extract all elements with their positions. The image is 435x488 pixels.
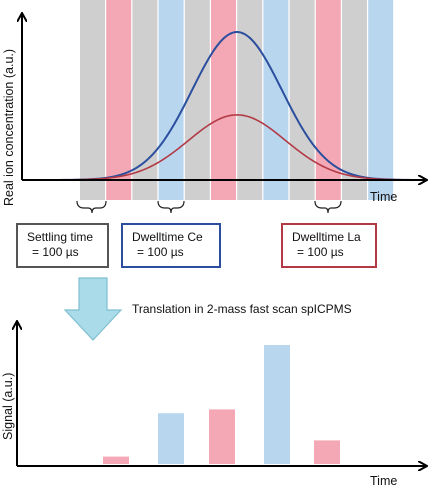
translation-arrow-icon bbox=[63, 277, 123, 341]
settling-strip bbox=[184, 0, 210, 200]
ce-signal-bar bbox=[264, 345, 290, 464]
time-strips bbox=[80, 0, 394, 200]
dwelltime-la-value: = 100 µs bbox=[297, 245, 344, 259]
settling-strip bbox=[80, 0, 105, 200]
top-x-axis-label: Time bbox=[370, 190, 397, 204]
ce-dwell-strip bbox=[158, 0, 184, 200]
ce-dwell-strip bbox=[368, 0, 394, 200]
top-y-axis-label: Real ion concentration (a.u.) bbox=[2, 49, 16, 206]
la-dwell-strip bbox=[315, 0, 341, 200]
dwelltime-ce-label: Dwelltime Ce bbox=[132, 230, 203, 244]
la-brace bbox=[314, 200, 342, 214]
bottom-y-axis-label: Signal (a.u.) bbox=[1, 373, 15, 440]
ce-dwell-strip bbox=[263, 0, 289, 200]
la-signal-bar bbox=[209, 409, 235, 464]
settling-strip bbox=[342, 0, 367, 200]
dwelltime-la-label: Dwelltime La bbox=[292, 230, 361, 244]
dwelltime-ce-value: = 100 µs bbox=[137, 245, 184, 259]
la-signal-bar bbox=[314, 440, 340, 464]
ce-brace bbox=[157, 200, 185, 214]
bottom-x-axis-label: Time bbox=[370, 474, 397, 488]
ce-signal-bar bbox=[158, 413, 184, 464]
settling-time-label: Settling time bbox=[27, 230, 94, 244]
dwelltime-la-box: Dwelltime La = 100 µs bbox=[281, 223, 377, 268]
settling-strip bbox=[289, 0, 315, 200]
la-concentration-curve bbox=[40, 114, 411, 181]
settling-strip bbox=[237, 0, 263, 200]
signal-bars bbox=[103, 345, 340, 464]
la-signal-bar bbox=[103, 456, 129, 464]
settling-time-box: Settling time = 100 µs bbox=[16, 223, 109, 268]
settling-brace bbox=[76, 200, 107, 214]
settling-time-value: = 100 µs bbox=[32, 245, 79, 259]
la-dwell-strip bbox=[106, 0, 132, 200]
la-dwell-strip bbox=[211, 0, 236, 200]
dwelltime-ce-box: Dwelltime Ce = 100 µs bbox=[121, 223, 221, 268]
translation-text: Translation in 2-mass fast scan spICPMS bbox=[132, 302, 352, 316]
